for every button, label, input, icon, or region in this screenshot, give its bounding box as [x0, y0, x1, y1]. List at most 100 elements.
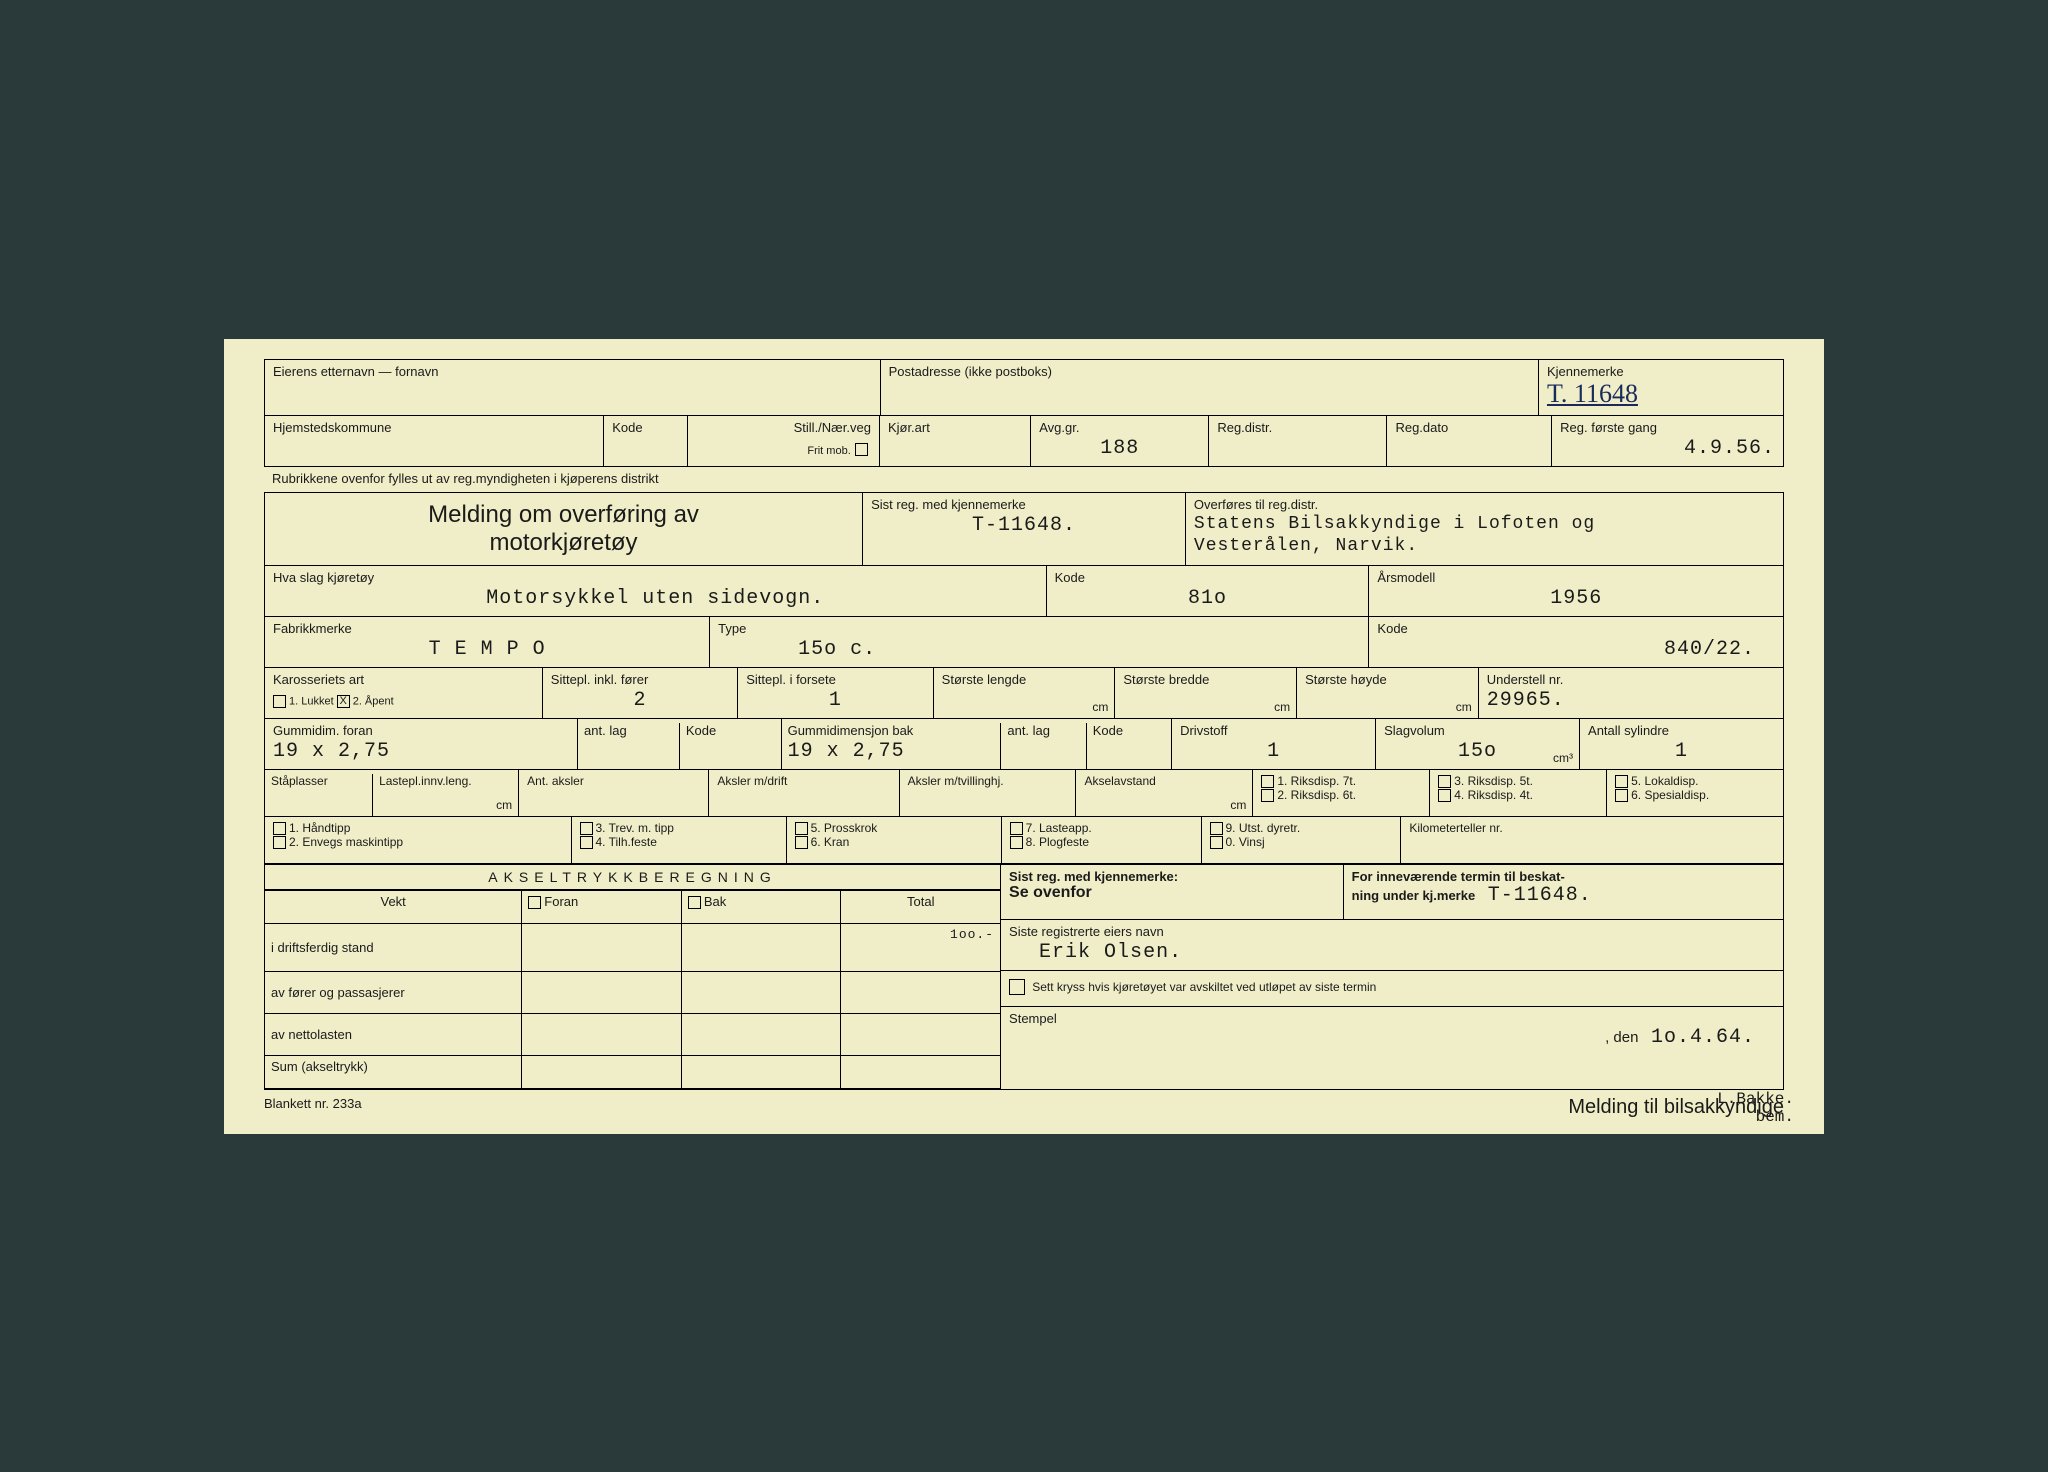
sylindre-label: Antall sylindre	[1588, 723, 1775, 738]
tire-bak-label: Gummidimensjon bak	[788, 723, 995, 738]
r-sistreg-value: Se ovenfor	[1009, 884, 1335, 902]
owner-label: Eierens etternavn — fornavn	[273, 364, 872, 379]
vekt-header: Vekt	[265, 891, 522, 923]
home-cell: Hjemstedskommune	[265, 416, 604, 466]
lastepl-label: Lastepl.innv.leng.	[379, 774, 472, 788]
right-column: Sist reg. med kjennemerke: Se ovenfor Fo…	[1001, 864, 1784, 1090]
r6t-checkbox	[1261, 789, 1274, 802]
r7t-label: 1. Riksdisp. 7t.	[1277, 774, 1356, 788]
apent-checkbox: X	[337, 695, 350, 708]
overfores-label: Overføres til reg.distr.	[1194, 497, 1775, 512]
slagvolum-value: 15o	[1384, 738, 1571, 763]
r-termin-value: T-11648.	[1488, 882, 1592, 907]
r-date: 1o.4.64.	[1651, 1024, 1755, 1049]
equip5-cell: 9. Utst. dyretr. 0. Vinsj	[1202, 817, 1402, 863]
lokal-label: 5. Lokaldisp.	[1631, 774, 1698, 788]
utst-label: 9. Utst. dyretr.	[1226, 821, 1301, 835]
lengde-label: Største lengde	[942, 672, 1107, 687]
utst-checkbox	[1210, 822, 1223, 835]
fabrikk-cell: Fabrikkmerke T E M P O	[265, 617, 710, 667]
r5t-label: 3. Riksdisp. 5t.	[1454, 774, 1533, 788]
spesial-label: 6. Spesialdisp.	[1631, 788, 1709, 802]
axles-row: Ståplasser Lastepl.innv.leng.cm Ant. aks…	[264, 769, 1784, 816]
regforste-cell: Reg. første gang 4.9.56.	[1552, 416, 1783, 466]
drivstoff-cell: Drivstoff 1	[1172, 719, 1376, 769]
spesial-checkbox	[1615, 789, 1628, 802]
cm-unit-3: cm	[1456, 700, 1472, 714]
vkode-value: 81o	[1055, 585, 1361, 610]
lokal-checkbox	[1615, 775, 1628, 788]
fabrikk-value: T E M P O	[273, 636, 701, 661]
kode-label: Kode	[612, 420, 679, 435]
drift-foran	[522, 924, 682, 971]
cm-unit-5: cm	[1230, 798, 1246, 812]
envegs-label: 2. Envegs maskintipp	[289, 835, 403, 849]
r-eier-label: Siste registrerte eiers navn	[1009, 924, 1775, 939]
tires-row: Gummidim. foran 19 x 2,75 ant. lag Kode …	[264, 718, 1784, 769]
type-cell: Type 15o c.	[710, 617, 1369, 667]
drift-label: i driftsferdig stand	[265, 924, 522, 971]
kran-label: 6. Kran	[811, 835, 850, 849]
type-value: 15o c.	[718, 636, 1360, 661]
handtipp-checkbox	[273, 822, 286, 835]
lukket-checkbox	[273, 695, 286, 708]
netto-bak	[682, 1014, 842, 1055]
antlag1-cell: ant. lag Kode	[578, 719, 782, 769]
pross-checkbox	[795, 822, 808, 835]
bak-header: Bak	[704, 894, 726, 909]
r4t-label: 4. Riksdisp. 4t.	[1454, 788, 1533, 802]
netto-label: av nettolasten	[265, 1014, 522, 1055]
staplasser-cell: Ståplasser Lastepl.innv.leng.cm	[265, 770, 519, 816]
avggr-label: Avg.gr.	[1039, 420, 1200, 435]
fritmob-label: Frit mob.	[807, 445, 850, 457]
tire-foran-label: Gummidim. foran	[273, 723, 569, 738]
riks3-cell: 5. Lokaldisp. 6. Spesialdisp.	[1607, 770, 1783, 816]
drift-bak	[682, 924, 842, 971]
tkode2-label: Kode	[1093, 723, 1165, 738]
understell-cell: Understell nr. 29965.	[1479, 668, 1783, 718]
r5t-checkbox	[1438, 775, 1451, 788]
mark-value: T. 11648	[1547, 379, 1775, 409]
forsete-value: 1	[746, 687, 924, 712]
tire-bak-value: 19 x 2,75	[788, 738, 995, 763]
kjorart-cell: Kjør.art	[880, 416, 1031, 466]
axlecalc-title: AKSELTRYKKBEREGNING	[265, 865, 1000, 890]
slagvolum-label: Slagvolum	[1384, 723, 1571, 738]
sittepl-value: 2	[551, 687, 729, 712]
mark-cell: Kjennemerke T. 11648	[1539, 360, 1783, 415]
sig-line-2: bem.	[1717, 1108, 1794, 1126]
body-row: Karosseriets art 1. Lukket X2. Åpent Sit…	[264, 667, 1784, 718]
title-line-1: Melding om overføring av	[273, 501, 854, 529]
postal-cell: Postadresse (ikke postboks)	[881, 360, 1539, 415]
drivstoff-label: Drivstoff	[1180, 723, 1367, 738]
karosseri-cell: Karosseriets art 1. Lukket X2. Åpent	[265, 668, 543, 718]
forer-foran	[522, 972, 682, 1013]
equip1-cell: 1. Håndtipp 2. Envegs maskintipp	[265, 817, 572, 863]
antaksler-cell: Ant. aksler	[519, 770, 709, 816]
netto-total	[841, 1014, 1000, 1055]
sylindre-cell: Antall sylindre 1	[1580, 719, 1783, 769]
tkode1-label: Kode	[686, 723, 775, 738]
header-row-2: Hjemstedskommune Kode Still./Nær.veg Fri…	[264, 415, 1784, 467]
equip-row: 1. Håndtipp 2. Envegs maskintipp 3. Trev…	[264, 816, 1784, 864]
home-label: Hjemstedskommune	[273, 420, 595, 435]
avstand-cell: Akselavstandcm	[1076, 770, 1253, 816]
r-termin-cell: For inneværende termin til beskat- ning …	[1344, 865, 1783, 919]
footer: Blankett nr. 233a Melding til bilsakkynd…	[264, 1090, 1784, 1119]
title-cell: Melding om overføring av motorkjøretøy	[265, 493, 863, 565]
trev-checkbox	[580, 822, 593, 835]
equip3-cell: 5. Prosskrok 6. Kran	[787, 817, 1002, 863]
still-label: Still./Nær.veg	[696, 420, 871, 435]
overfores-cell: Overføres til reg.distr. Statens Bilsakk…	[1186, 493, 1783, 565]
r-termin-label2: ning under kj.merke	[1352, 888, 1476, 903]
vkode2-cell: Kode 840/22.	[1369, 617, 1783, 667]
km-label: Kilometerteller nr.	[1409, 821, 1502, 835]
slagvolum-cell: Slagvolum 15o cm³	[1376, 719, 1580, 769]
regdato-label: Reg.dato	[1395, 420, 1543, 435]
tilh-label: 4. Tilh.feste	[596, 835, 657, 849]
r4t-checkbox	[1438, 789, 1451, 802]
hoyde-cell: Største høyde cm	[1297, 668, 1479, 718]
kran-checkbox	[795, 836, 808, 849]
regforste-label: Reg. første gang	[1560, 420, 1775, 435]
drift-total: 1oo.-	[841, 924, 1000, 971]
